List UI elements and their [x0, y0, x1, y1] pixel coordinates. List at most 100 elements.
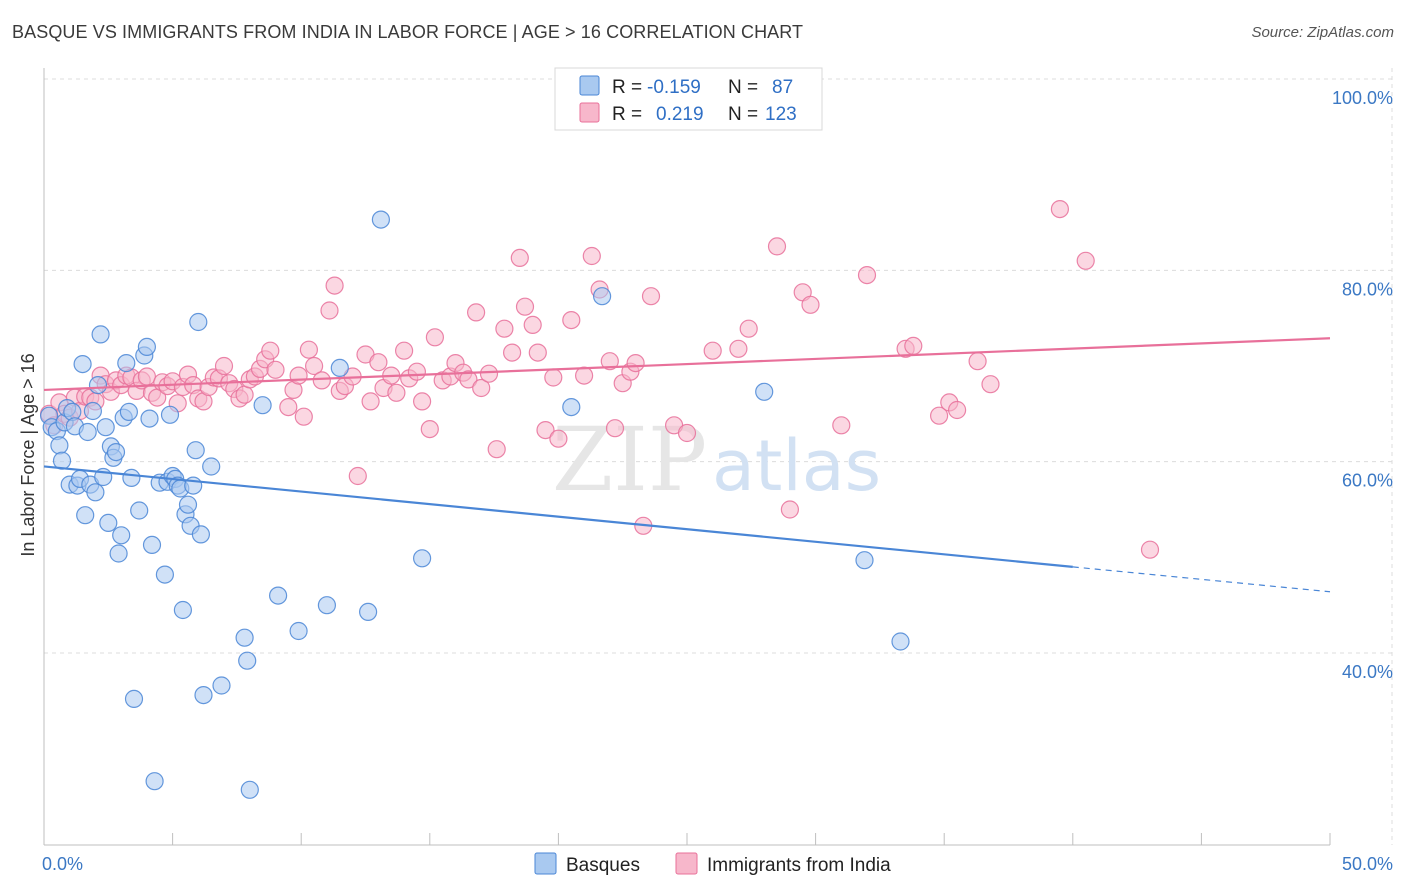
basques-point: [317, 596, 336, 615]
basques-point: [289, 621, 308, 641]
basques-point: [106, 443, 126, 462]
legend-swatch-basques: [579, 75, 600, 96]
india-point: [459, 370, 478, 389]
basques-point: [140, 409, 159, 428]
india-point: [502, 343, 522, 362]
y-tick-label: 80.0%: [1342, 279, 1393, 299]
india-point: [312, 371, 331, 390]
legend-n-value-india: 123: [765, 104, 797, 125]
x-tick-label: 50.0%: [1342, 854, 1393, 874]
basques-point: [160, 405, 180, 424]
basques-point: [755, 382, 774, 401]
india-point: [832, 416, 851, 435]
india-point: [510, 248, 529, 267]
india-point: [299, 340, 318, 359]
legend-r-label-basques: R =: [612, 77, 642, 98]
legend-r-label-india: R =: [612, 104, 642, 125]
india-point: [361, 392, 380, 411]
basques-point: [109, 544, 128, 563]
y-axis-label: In Labor Force | Age > 16: [18, 353, 38, 556]
legend-n-label-basques: N =: [728, 77, 758, 98]
basques-point: [83, 401, 103, 421]
india-point: [294, 407, 313, 426]
basques-point: [202, 457, 221, 476]
basques-point: [155, 565, 174, 584]
basques-point: [112, 526, 131, 545]
india-point: [472, 378, 491, 398]
india-point: [544, 368, 563, 387]
legend-r-value-india: 0.219: [656, 104, 704, 125]
tick-labels: 100.0% 80.0% 60.0% 40.0% 0.0% 50.0%: [42, 88, 1393, 874]
india-point: [528, 343, 547, 362]
india-point: [413, 392, 432, 411]
basques-point: [240, 780, 259, 799]
india-point: [1140, 540, 1160, 559]
basques-point: [88, 376, 108, 395]
basques-point: [189, 312, 208, 332]
basques-point: [122, 468, 141, 487]
india-point: [562, 311, 581, 330]
basques-point: [96, 418, 115, 437]
basques-point: [359, 602, 378, 622]
basques-point: [99, 513, 118, 533]
india-point: [348, 466, 367, 486]
basques-point: [130, 501, 149, 520]
basques-point: [50, 436, 69, 455]
basques-point: [76, 506, 95, 525]
y-tick-label: 100.0%: [1332, 88, 1393, 108]
india-point: [387, 383, 406, 402]
india-point: [395, 341, 414, 360]
basques-point: [235, 628, 254, 647]
india-point: [904, 336, 923, 355]
india-point: [574, 366, 594, 385]
basques-point: [186, 441, 205, 460]
legend-swatch-india: [579, 102, 600, 123]
india-point: [549, 429, 568, 448]
india-point: [369, 353, 388, 372]
india-point: [582, 246, 601, 266]
basques-point: [330, 358, 349, 377]
india-point: [523, 315, 542, 334]
bottom-legend-swatch-india: [675, 852, 698, 875]
chart-title: BASQUE VS IMMIGRANTS FROM INDIA IN LABOR…: [12, 22, 804, 42]
bottom-legend-swatch-basques: [534, 852, 557, 875]
india-point: [487, 440, 506, 459]
legend-r-value-basques: -0.159: [647, 77, 701, 98]
india-point: [279, 398, 298, 417]
basques-point: [91, 325, 110, 344]
india-point: [600, 352, 619, 371]
basques-point: [124, 689, 144, 709]
india-point: [305, 356, 324, 376]
basques-point: [178, 495, 198, 514]
watermark-atlas: atlas: [712, 425, 881, 507]
india-trend-line: [43, 337, 1331, 392]
basques-point: [142, 535, 162, 555]
india-point: [780, 500, 800, 519]
india-point: [479, 364, 499, 383]
india-point: [495, 319, 514, 338]
india-point: [968, 352, 987, 371]
basques-point: [891, 632, 910, 651]
basques-point: [562, 398, 581, 417]
india-point: [214, 356, 234, 376]
legend-n-label-india: N =: [728, 104, 758, 125]
basques-point: [137, 337, 156, 356]
india-point: [515, 297, 535, 316]
basques-point: [194, 685, 213, 705]
india-point: [857, 266, 877, 285]
india-point: [425, 328, 444, 347]
basques-point: [413, 549, 432, 568]
bottom-legend: Basques Immigrants from India: [534, 852, 891, 876]
india-point: [1050, 200, 1070, 219]
x-tick-label: 0.0%: [42, 854, 83, 874]
india-point: [137, 367, 156, 386]
india-point: [947, 400, 967, 420]
basques-point: [145, 772, 164, 791]
india-point: [261, 341, 280, 360]
legend: R = -0.159 N = 87 R = 0.219 N = 123: [554, 67, 823, 131]
india-point: [981, 375, 1000, 394]
india-point: [536, 421, 555, 440]
india-point: [420, 420, 439, 439]
basques-point: [119, 402, 138, 421]
